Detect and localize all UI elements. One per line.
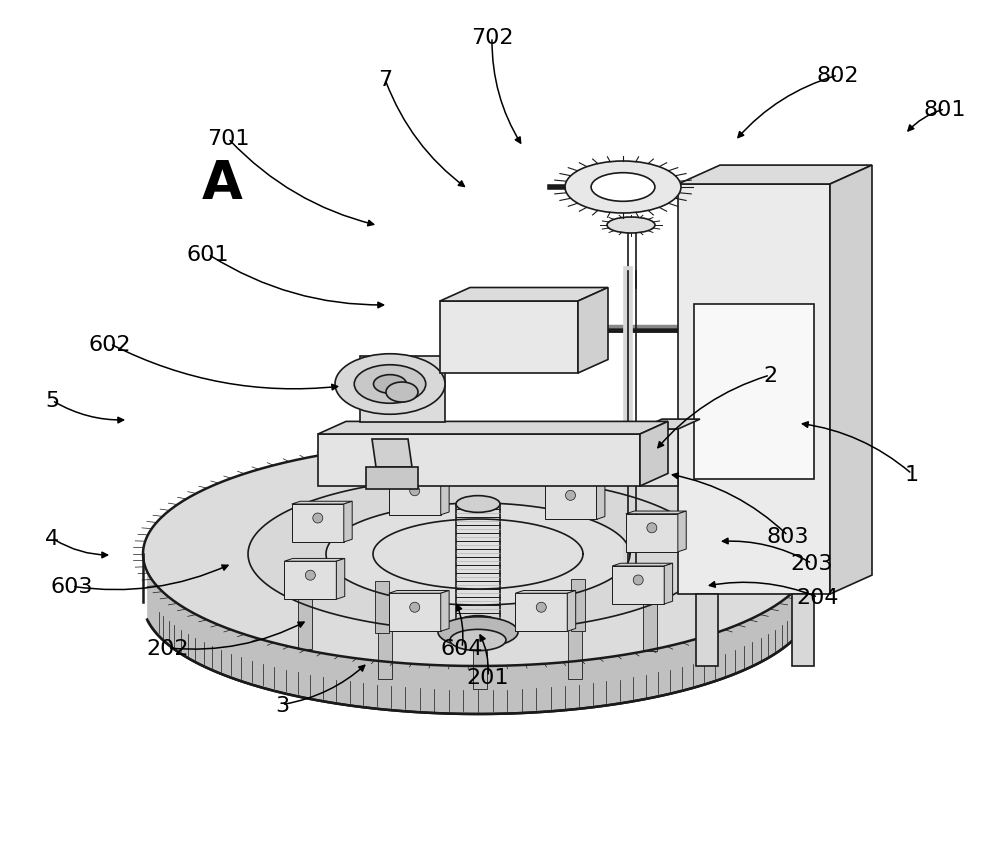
Polygon shape [441,591,449,631]
Ellipse shape [450,630,506,651]
Polygon shape [344,501,352,543]
Text: 4: 4 [45,528,59,549]
Polygon shape [389,477,441,515]
Ellipse shape [374,376,406,394]
Polygon shape [318,422,668,435]
Ellipse shape [607,218,655,234]
Text: 603: 603 [51,576,93,597]
Polygon shape [612,564,673,566]
Polygon shape [544,482,596,520]
Polygon shape [440,288,608,301]
Polygon shape [298,598,312,649]
Text: 3: 3 [275,695,289,715]
Ellipse shape [456,496,500,513]
Text: 1: 1 [905,464,919,484]
Ellipse shape [438,617,518,647]
Circle shape [305,571,315,581]
Polygon shape [792,594,814,666]
Text: 201: 201 [467,667,509,687]
Polygon shape [612,566,664,604]
Polygon shape [372,440,412,468]
Polygon shape [643,599,657,652]
Polygon shape [567,591,576,631]
Ellipse shape [565,162,681,214]
Text: 702: 702 [471,28,513,48]
Polygon shape [694,305,814,479]
Polygon shape [515,591,576,593]
Polygon shape [143,442,813,666]
Polygon shape [441,474,449,515]
Polygon shape [696,594,718,666]
Circle shape [410,603,420,613]
Circle shape [633,576,643,585]
Polygon shape [830,166,872,594]
Polygon shape [571,579,585,631]
Text: A: A [202,158,242,210]
Polygon shape [678,166,872,185]
Polygon shape [626,514,678,552]
Text: 204: 204 [797,587,839,608]
Polygon shape [678,511,686,552]
Polygon shape [318,435,640,486]
Polygon shape [326,503,630,605]
Polygon shape [284,561,336,599]
Ellipse shape [591,174,655,202]
Polygon shape [389,593,441,631]
Ellipse shape [456,616,500,633]
Polygon shape [578,288,608,374]
Text: 601: 601 [187,245,229,265]
Text: 604: 604 [441,638,483,658]
Polygon shape [336,559,345,599]
Polygon shape [473,637,487,690]
Circle shape [313,513,323,523]
Polygon shape [678,185,830,594]
Polygon shape [626,511,686,514]
Ellipse shape [354,365,426,403]
Text: 803: 803 [767,526,809,546]
Polygon shape [640,422,668,486]
Text: 2: 2 [763,365,777,386]
Polygon shape [596,479,605,520]
Polygon shape [640,419,700,430]
Text: 203: 203 [791,554,833,574]
Polygon shape [248,478,708,631]
Polygon shape [366,468,418,490]
Polygon shape [292,501,352,505]
Text: 701: 701 [207,129,249,149]
Polygon shape [640,430,678,486]
Polygon shape [360,356,445,423]
Polygon shape [389,474,449,477]
Text: 5: 5 [45,391,59,411]
Polygon shape [568,627,582,679]
Circle shape [566,490,576,500]
Polygon shape [515,593,567,631]
Circle shape [647,523,657,533]
Ellipse shape [386,382,418,403]
Text: 602: 602 [89,334,131,354]
Circle shape [410,486,420,496]
Ellipse shape [335,354,445,414]
Text: 802: 802 [817,66,859,86]
Text: 202: 202 [147,638,189,658]
Polygon shape [389,591,449,593]
Polygon shape [378,627,392,679]
Text: 7: 7 [378,70,392,90]
Polygon shape [664,564,673,604]
Polygon shape [284,559,345,561]
Polygon shape [440,301,578,374]
Circle shape [536,603,546,613]
Polygon shape [544,479,605,482]
Polygon shape [147,572,809,714]
Polygon shape [292,505,344,543]
Text: 801: 801 [924,100,966,120]
Polygon shape [375,582,389,633]
